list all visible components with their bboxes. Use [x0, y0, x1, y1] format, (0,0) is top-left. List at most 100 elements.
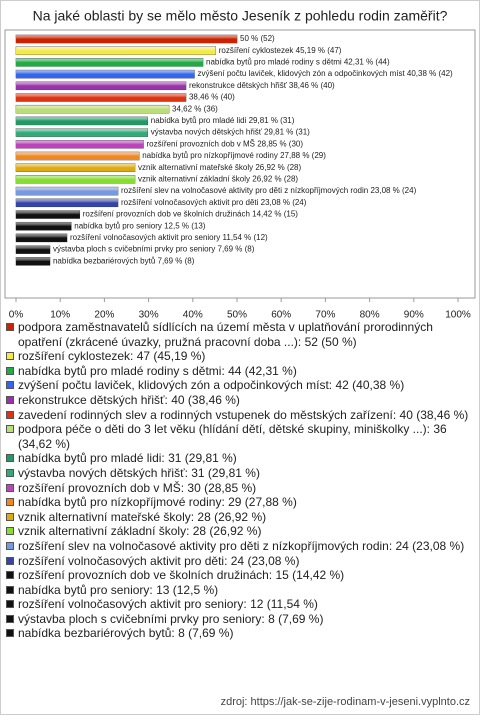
- bar-label: nabídka bytů pro mladé lidi 29,81 % (31): [151, 116, 295, 125]
- legend-label: podpora zaměstnavatelů sídlících na územ…: [18, 320, 433, 349]
- legend-label: rozšíření provozních dob v MŠ: 30 (28,85…: [18, 480, 257, 495]
- bar-label: 38,46 % (40): [189, 93, 235, 102]
- legend-item: nabídka bytů pro mladé rodiny s dětmi: 4…: [6, 364, 470, 379]
- legend-swatch: [6, 556, 14, 565]
- legend-swatch: [6, 352, 14, 361]
- legend-label: zavedení rodinných slev a rodinných vstu…: [18, 407, 469, 422]
- x-tick-label: 50%: [227, 310, 247, 321]
- legend-item: rozšíření provozních dob ve školních dru…: [6, 568, 470, 583]
- bar-base: [15, 128, 149, 137]
- legend-label: vznik alternativní základní školy: 28 (2…: [18, 524, 262, 539]
- bar-label: rozšíření slev na volnočasové aktivity p…: [121, 186, 417, 195]
- legend-item: nabídka bezbariérových bytů: 8 (7,69 %): [6, 626, 470, 641]
- x-tick-label: 70%: [315, 310, 335, 321]
- legend-swatch: [6, 381, 14, 390]
- bar-label: nabídka bezbariérových bytů 7,69 % (8): [53, 256, 195, 265]
- bar-label: 50 % (52): [240, 34, 275, 43]
- legend-swatch: [6, 614, 14, 623]
- bar-label: rozšíření volnočasových aktivit pro děti…: [121, 198, 307, 207]
- bar-base: [15, 46, 216, 55]
- legend-item: nabídka bytů pro seniory: 13 (12,5 %): [6, 583, 470, 598]
- legend-item: vznik alternativní základní školy: 28 (2…: [6, 524, 470, 539]
- legend-item: rozšíření cyklostezek: 47 (45,19 %): [6, 349, 470, 364]
- legend-label: rozšíření volnočasových aktivit pro seni…: [18, 597, 318, 612]
- bar-base: [15, 186, 119, 196]
- bar-label: rekonstrukce dětských hřišť 38,46 % (40): [189, 81, 335, 90]
- bar-base: [15, 210, 80, 219]
- bar-base: [15, 58, 204, 67]
- x-tick-label: 80%: [360, 310, 380, 321]
- bar-label: vznik alternativní mateřské školy 26,92 …: [138, 163, 302, 172]
- legend-label: rozšíření provozních dob ve školních dru…: [18, 568, 345, 583]
- legend-label: rozšíření cyklostezek: 47 (45,19 %): [18, 349, 206, 364]
- chart-title: Na jaké oblasti by se mělo město Jeseník…: [33, 8, 448, 24]
- legend-item: nabídka bytů pro mladé lidi: 31 (29,81 %…: [6, 451, 470, 466]
- legend-item: nabídka bytů pro nízkopříjmové rodiny: 2…: [6, 495, 470, 510]
- legend-label: nabídka bytů pro mladé lidi: 31 (29,81 %…: [18, 451, 237, 466]
- legend-label: zvýšení počtu laviček, klidových zón a o…: [18, 378, 405, 393]
- legend-item: vznik alternativní mateřské školy: 28 (2…: [6, 510, 470, 525]
- bar-label: nabídka bytů pro seniory 12,5 % (13): [74, 221, 206, 230]
- x-tick-label: 20%: [94, 310, 114, 321]
- legend-label: podpora péče o děti do 3 let věku (hlídá…: [18, 422, 447, 451]
- legend-swatch: [6, 425, 14, 434]
- bar-base: [15, 245, 51, 254]
- legend-swatch: [6, 512, 14, 521]
- source: zdroj: https://jak-se-zije-rodinam-v-jes…: [220, 696, 470, 708]
- legend-swatch: [6, 527, 14, 536]
- legend-item: rozšíření volnočasových aktivit pro seni…: [6, 597, 470, 612]
- legend-label: rekonstrukce dětských hřišť: 40 (38,46 %…: [18, 392, 240, 407]
- bar-label: nabídka bytů pro mladé rodiny s dětmi 42…: [206, 58, 390, 67]
- legend-swatch: [6, 410, 14, 419]
- legend-label: výstavba ploch s cvičebními prvky pro se…: [18, 611, 324, 626]
- legend-swatch: [6, 541, 14, 550]
- legend-swatch: [6, 454, 14, 463]
- bar-label: výstavba ploch s cvičebními prvky pro se…: [53, 245, 255, 254]
- legend-swatch: [6, 585, 14, 594]
- bar-base: [15, 257, 51, 266]
- legend-item: podpora zaměstnavatelů sídlících na územ…: [6, 320, 470, 349]
- x-tick-label: 60%: [271, 310, 291, 321]
- legend-swatch: [6, 468, 14, 477]
- x-tick-label: 10%: [50, 310, 70, 321]
- legend-item: podpora péče o děti do 3 let věku (hlídá…: [6, 422, 470, 451]
- legend-swatch: [6, 600, 14, 609]
- legend-swatch: [6, 571, 14, 580]
- bar-base: [15, 116, 149, 126]
- bar-base: [15, 175, 136, 184]
- x-tick-label: 0%: [9, 310, 24, 321]
- bar-label: výstavba nových dětských hřišť 29,81 % (…: [151, 128, 310, 137]
- x-tick-label: 100%: [445, 310, 471, 321]
- legend-swatch: [6, 629, 14, 638]
- legend-swatch: [6, 323, 14, 331]
- legend-label: nabídka bytů pro nízkopříjmové rodiny: 2…: [18, 495, 297, 510]
- bar-label: nabídka bytů pro nízkopříjmové rodiny 27…: [142, 151, 326, 160]
- legend-swatch: [6, 483, 14, 492]
- bar-base: [15, 104, 170, 114]
- bar-label: rozšíření cyklostezek 45,19 % (47): [219, 46, 342, 55]
- legend-label: nabídka bytů pro mladé rodiny s dětmi: 4…: [18, 363, 297, 378]
- legend-swatch: [6, 498, 14, 507]
- x-tick-label: 30%: [139, 310, 159, 321]
- bar-label: rozšíření volnočasových aktivit pro seni…: [70, 233, 268, 242]
- bar-base: [15, 93, 187, 102]
- bar-base: [15, 151, 140, 161]
- bar-base: [15, 34, 238, 44]
- bar-label: rozšíření provozních dob ve školních dru…: [83, 210, 299, 219]
- bar-label: vznik alternativní základní školy 26,92 …: [138, 175, 298, 184]
- bar-base: [15, 198, 119, 208]
- legend-item: zvýšení počtu laviček, klidových zón a o…: [6, 378, 470, 393]
- x-tick-label: 40%: [183, 310, 203, 321]
- legend-label: nabídka bezbariérových bytů: 8 (7,69 %): [18, 626, 234, 641]
- legend-item: zavedení rodinných slev a rodinných vstu…: [6, 408, 470, 423]
- legend-item: rekonstrukce dětských hřišť: 40 (38,46 %…: [6, 393, 470, 408]
- legend-item: výstavba nových dětských hřišť: 31 (29,8…: [6, 466, 470, 481]
- legend-item: rozšíření provozních dob v MŠ: 30 (28,85…: [6, 481, 470, 496]
- bar-base: [15, 69, 195, 79]
- legend-label: rozšíření slev na volnočasové aktivity p…: [18, 538, 465, 553]
- legend-swatch: [6, 366, 14, 375]
- legend-item: výstavba ploch s cvičebními prvky pro se…: [6, 612, 470, 627]
- bar-label: zvýšení počtu laviček, klidových zón a o…: [197, 69, 453, 78]
- chart: Na jaké oblasti by se mělo město Jeseník…: [4, 8, 476, 321]
